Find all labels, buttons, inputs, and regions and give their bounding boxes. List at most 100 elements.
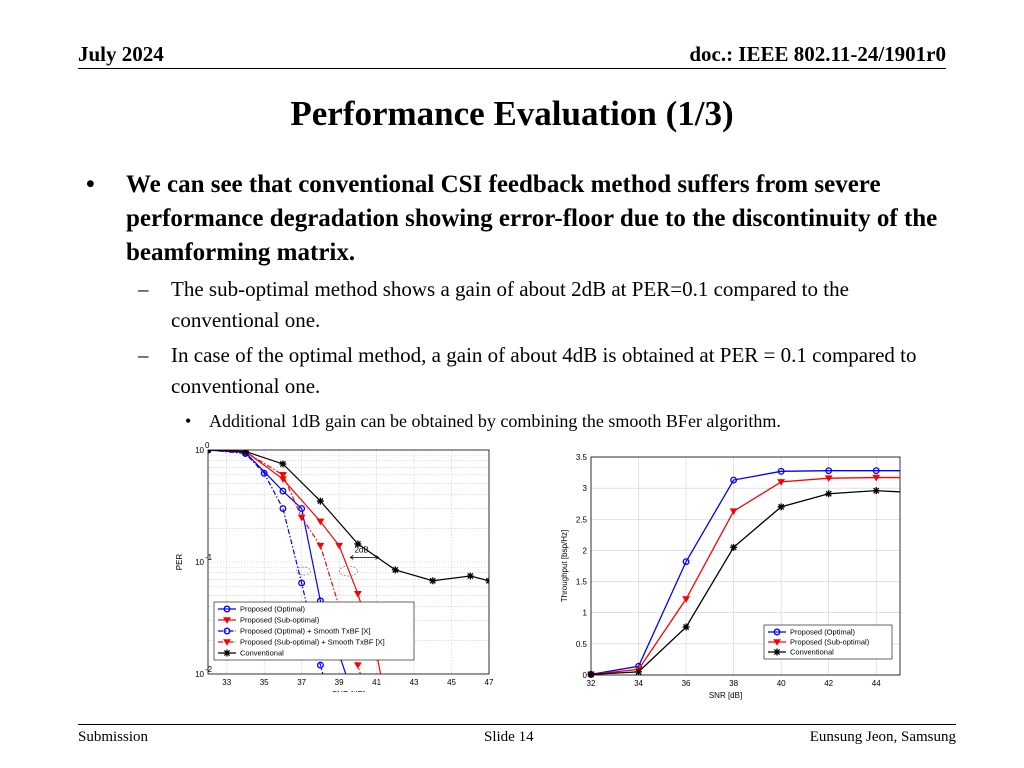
data-point [353,591,362,598]
arrow-head [349,555,354,560]
x-tick-label: 39 [335,678,344,687]
legend-marker [223,605,231,613]
legend-label: Proposed (Optimal) [240,605,306,614]
bullet-sub-2: – In case of the optimal method, a gain … [78,340,958,402]
data-point [316,497,324,505]
data-point [354,540,362,548]
y-tick-label: 0 [583,671,588,680]
data-point [682,596,690,603]
y-tick-label: 10 [195,446,204,455]
legend-marker [223,627,231,635]
data-point [298,579,306,587]
bullet-subsub-1: • Additional 1dB gain can be obtained by… [78,408,958,434]
x-tick-label: 32 [587,679,596,688]
data-point [429,577,437,585]
data-point [730,476,738,484]
x-tick-label: 34 [634,679,643,688]
data-point [466,572,474,580]
legend-label: Proposed (Sub-optimal) + Smooth TxBF [X] [240,638,385,647]
legend-marker [223,639,231,646]
data-point [872,487,880,495]
data-point [777,467,785,475]
data-point [730,543,738,551]
data-point [353,662,362,669]
legend-label: Proposed (Optimal) [790,628,856,637]
data-point [682,558,690,566]
data-point [316,518,325,526]
x-tick-label: 40 [777,679,786,688]
y-tick-exponent: -2 [205,665,213,674]
legend-box [213,601,415,661]
dash-marker: – [138,277,149,301]
data-point [825,490,833,498]
legend-label: Conventional [240,649,284,658]
footer-divider [78,724,956,725]
x-tick-label: 38 [729,679,738,688]
y-tick-label: 1.5 [576,578,588,587]
y-tick-exponent: -1 [205,553,213,562]
annotation-label: 2dB [354,545,368,554]
data-point [260,469,268,477]
y-tick-label: 0.5 [576,640,588,649]
legend-marker [223,649,231,657]
legend: Proposed (Optimal)Proposed (Sub-optimal)… [763,624,893,660]
data-point [872,467,880,475]
y-tick-label: 2 [583,546,588,555]
legend-marker [773,639,781,646]
x-tick-label: 33 [222,678,231,687]
x-tick-label: 41 [372,678,381,687]
x-tick-label: 42 [824,679,833,688]
data-point [335,542,344,550]
footer-author: Eunsung Jeon, Samsung [809,729,956,745]
footer-submission: Submission [78,729,149,745]
slide-title: Performance Evaluation (1/3) [290,94,734,133]
data-point [872,474,881,482]
data-point [825,467,833,475]
data-point [391,566,399,574]
series-line-1 [590,476,900,676]
legend: Proposed (Optimal) Proposed (Sub-optimal)… [213,601,415,661]
bullet-sub-1-text: The sub-optimal method shows a gain of a… [171,277,849,332]
header-divider [78,68,946,69]
footer-slide-number: Slide 14 [484,729,534,745]
bullet-subsub-1-text: Additional 1dB gain can be obtained by c… [209,411,781,431]
legend-marker [223,617,231,624]
y-axis-label: PER [175,554,184,571]
arrow-head [375,555,380,560]
y-tick-label: 10 [195,670,204,679]
legend-marker [773,648,781,656]
legend-label: Proposed (Sub-optimal) [240,616,320,625]
data-point [587,670,595,678]
x-tick-label: 37 [297,678,306,687]
y-tick-label: 10 [195,558,204,567]
y-tick-label: 3.5 [576,453,588,462]
data-point [298,505,306,513]
legend-label: Proposed (Optimal) + Smooth TxBF [X] [240,627,371,636]
series-line-0 [590,470,900,676]
bullet-list: • We can see that conventional CSI feedb… [78,168,958,434]
header-doc-id: doc.: IEEE 802.11-24/1901r0 [689,42,946,66]
throughput-chart-svg: 32 34 36 38 40 42 44 0 0.5 1 1.5 2 2.5 3 3.5 SNR [dB] Th… [560,453,901,700]
x-axis-label: SNR [dB] [709,691,742,700]
y-tick-label: 1 [583,609,588,618]
data-point [316,661,324,669]
data-point [279,472,287,479]
y-axis-label: Throughput [bsp/Hz] [560,530,569,602]
data-point [485,577,489,585]
data-point [777,503,785,511]
series-group [587,467,901,679]
x-tick-label: 47 [485,678,494,687]
data-point [777,479,786,486]
header-date: July 2024 [78,42,164,66]
throughput-chart: 32 34 36 38 40 42 44 0 0.5 1 1.5 2 2.5 3 3.5 SNR [dB] Th… [555,448,910,703]
legend-label: Conventional [790,648,834,657]
legend-marker [773,628,781,636]
series-line-2 [208,450,324,674]
x-axis-label: SNR [dB] [332,690,365,692]
data-point [316,542,325,550]
data-point [729,508,738,515]
data-point [241,450,249,455]
bullet-main-text: We can see that conventional CSI feedbac… [126,171,938,266]
y-tick-label: 3 [583,484,588,493]
